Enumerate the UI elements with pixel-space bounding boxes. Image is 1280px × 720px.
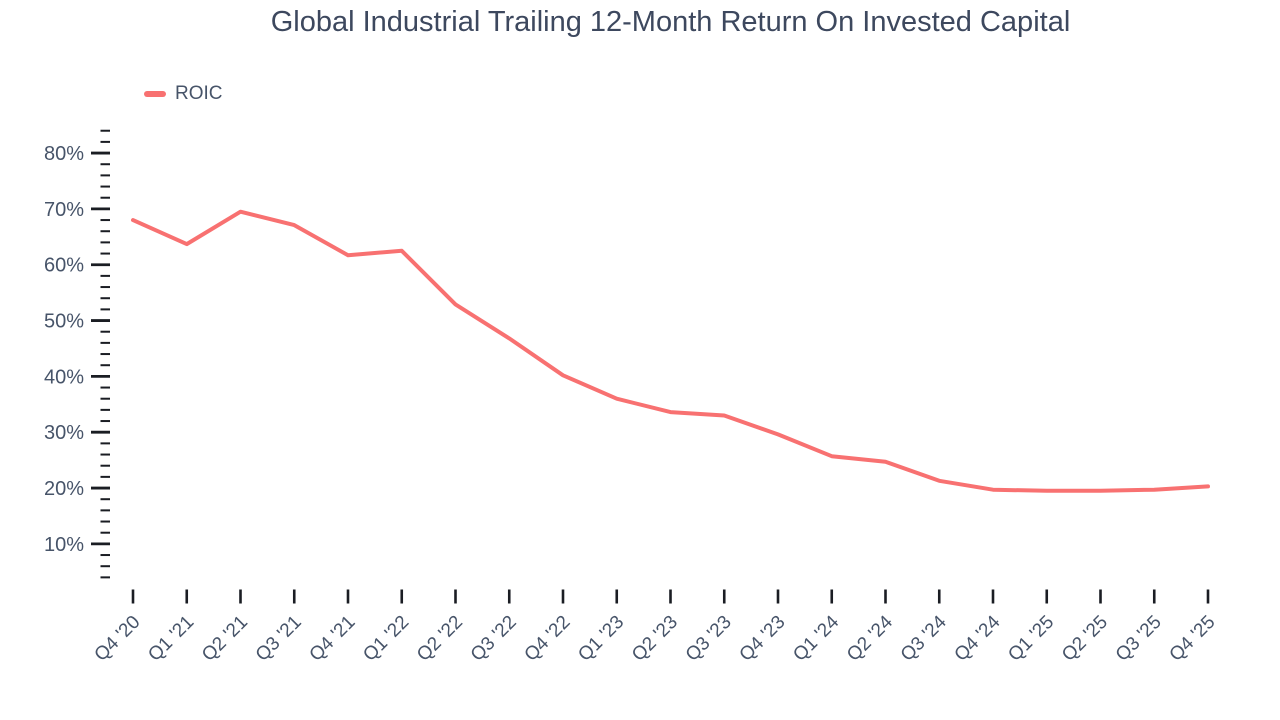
x-tick-label: Q3 '21 [252, 612, 306, 666]
y-tick-label: 10% [44, 534, 84, 556]
x-tick-label: Q1 '25 [1004, 612, 1058, 666]
x-tick-label: Q1 '23 [574, 612, 628, 666]
x-tick-label: Q4 '20 [91, 612, 145, 666]
x-tick-label: Q1 '24 [789, 611, 843, 665]
legend-item-roic[interactable]: ROIC [144, 83, 223, 105]
x-tick-label: Q4 '21 [306, 612, 360, 666]
x-tick-label: Q3 '24 [897, 611, 951, 665]
y-tick-label: 70% [44, 199, 84, 221]
x-tick-label: Q3 '23 [682, 612, 736, 666]
x-tick-label: Q2 '23 [628, 612, 682, 666]
legend: ROIC [144, 83, 223, 105]
x-tick-label: Q1 '21 [144, 612, 198, 666]
x-tick-label: Q3 '22 [467, 612, 521, 666]
y-tick-label: 80% [44, 143, 84, 165]
y-tick-label: 50% [44, 311, 84, 333]
x-tick-label: Q4 '22 [521, 612, 575, 666]
x-tick-label: Q2 '21 [198, 612, 252, 666]
x-tick-label: Q4 '23 [736, 612, 790, 666]
chart-title: Global Industrial Trailing 12-Month Retu… [270, 6, 1071, 38]
roic-line [131, 209, 1210, 493]
y-tick-label: 30% [44, 422, 84, 444]
x-tick-label: Q2 '25 [1058, 612, 1112, 666]
x-tick-label: Q4 '24 [951, 611, 1005, 665]
x-tick-label: Q2 '22 [413, 612, 467, 666]
legend-label: ROIC [175, 83, 223, 104]
x-tick-label: Q2 '24 [843, 611, 897, 665]
legend-line-swatch [144, 91, 166, 97]
y-tick-label: 20% [44, 478, 84, 500]
y-tick-label: 60% [44, 255, 84, 277]
y-tick-label: 40% [44, 366, 84, 388]
x-tick-label: Q4 '25 [1166, 612, 1220, 666]
x-tick-label: Q1 '22 [359, 612, 413, 666]
x-tick-label: Q3 '25 [1112, 612, 1166, 666]
